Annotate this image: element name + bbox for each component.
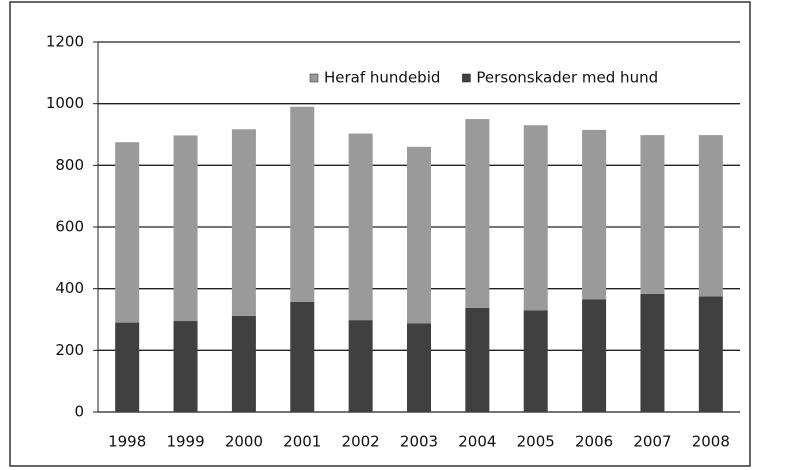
- bar-segment: [640, 135, 665, 294]
- y-tick-label: 1200: [46, 33, 84, 51]
- bar-segment: [582, 129, 607, 300]
- y-tick-label: 600: [55, 218, 84, 236]
- bar-segment: [231, 315, 256, 412]
- bar-segment: [407, 146, 431, 324]
- legend-swatch: [309, 73, 319, 83]
- y-tick-label: 200: [55, 341, 84, 359]
- y-tick-label: 400: [55, 279, 84, 297]
- x-tick-label: 2001: [283, 433, 321, 451]
- bar-segment: [407, 323, 431, 412]
- x-tick-label: 2000: [225, 433, 263, 451]
- x-tick-label: 1998: [108, 433, 146, 451]
- bar-segment: [115, 142, 140, 323]
- bar-segment: [115, 322, 140, 412]
- bar-segment: [290, 106, 315, 302]
- bar-segment: [231, 129, 256, 316]
- y-tick-label: 0: [74, 403, 84, 421]
- bar-segment: [640, 293, 665, 412]
- bar-segment: [582, 299, 607, 412]
- x-tick-label: 2005: [517, 433, 555, 451]
- bar-segment: [465, 307, 490, 412]
- bar-segment: [348, 133, 373, 321]
- x-tick-label: 2004: [458, 433, 496, 451]
- x-tick-label: 1999: [166, 433, 204, 451]
- y-tick-label: 800: [55, 156, 84, 174]
- legend-label: Personskader med hund: [476, 69, 658, 87]
- bar-segment: [348, 320, 373, 412]
- x-tick-label: 2006: [575, 433, 613, 451]
- bar-segment: [465, 119, 490, 308]
- bar-segment: [698, 135, 723, 297]
- bar-segment: [173, 321, 198, 412]
- bar-segment: [698, 296, 723, 412]
- x-tick-label: 2002: [342, 433, 380, 451]
- bar-segment: [523, 125, 548, 311]
- legend-label: Heraf hundebid: [324, 69, 440, 87]
- x-tick-label: 2003: [400, 433, 438, 451]
- y-tick-label: 1000: [46, 94, 84, 112]
- bar-segment: [173, 135, 198, 322]
- x-tick-label: 2007: [633, 433, 671, 451]
- bar-segment: [290, 301, 315, 412]
- legend-swatch: [462, 73, 471, 83]
- bar-segment: [523, 310, 548, 412]
- x-tick-label: 2008: [692, 433, 730, 451]
